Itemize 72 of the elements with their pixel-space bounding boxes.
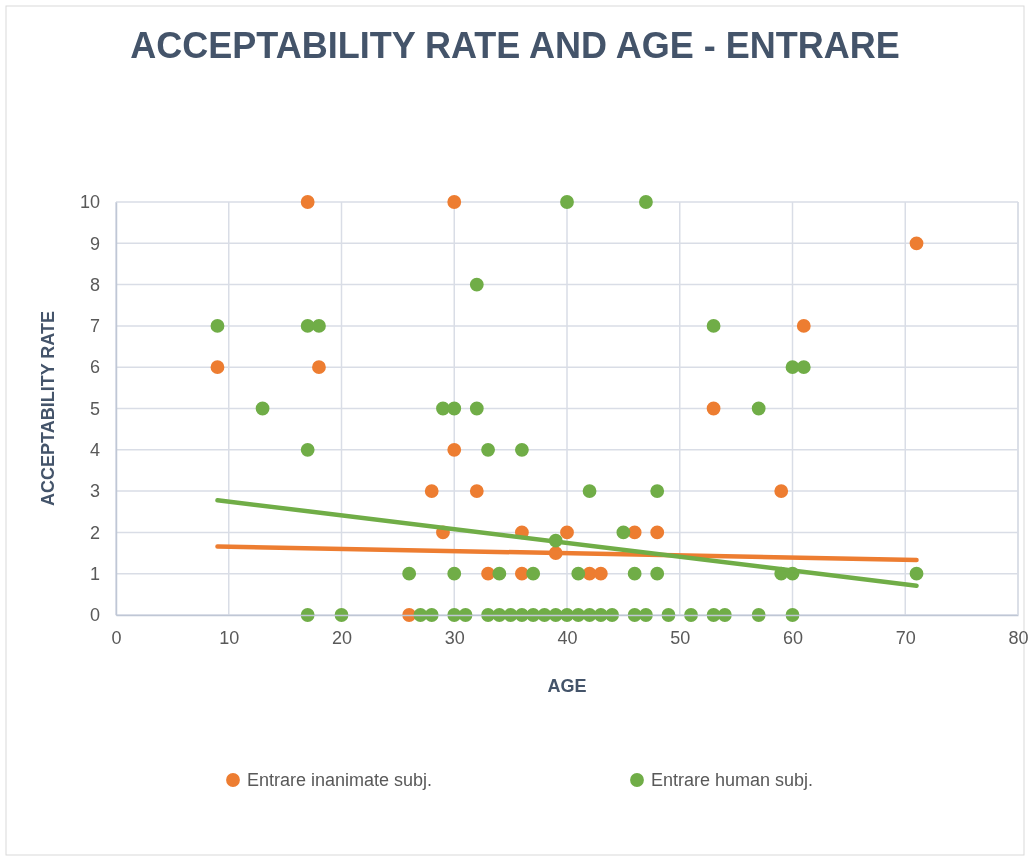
point	[650, 525, 665, 540]
point	[492, 566, 507, 581]
point	[650, 484, 665, 498]
point	[593, 566, 608, 581]
point	[796, 319, 811, 333]
x-tick-label: 30	[444, 627, 465, 648]
point	[639, 195, 653, 209]
point	[210, 319, 225, 333]
x-axis-title: AGE	[547, 676, 587, 696]
point	[334, 608, 349, 622]
x-tick-label: 70	[895, 627, 916, 648]
point	[706, 401, 721, 416]
point	[774, 484, 789, 498]
y-tick-label: 7	[89, 316, 100, 337]
x-tick-label: 80	[1008, 627, 1029, 648]
point	[481, 566, 495, 581]
point	[447, 195, 462, 209]
point	[514, 442, 529, 457]
point	[447, 442, 462, 457]
point	[210, 360, 225, 375]
point	[312, 319, 326, 333]
point	[627, 566, 642, 581]
point	[469, 277, 484, 292]
y-tick-label: 8	[89, 274, 100, 295]
point	[402, 566, 417, 581]
legend-label: Entrare inanimate subj.	[247, 770, 433, 790]
x-tick-label: 20	[331, 627, 353, 648]
y-tick-label: 6	[89, 357, 100, 378]
point	[526, 566, 541, 581]
y-tick-label: 2	[89, 522, 100, 543]
point	[909, 236, 924, 251]
point	[785, 608, 800, 622]
point	[300, 442, 315, 457]
y-tick-label: 9	[89, 233, 100, 254]
x-tick-label: 60	[782, 627, 804, 648]
point	[605, 608, 620, 622]
point	[560, 525, 574, 540]
point	[255, 401, 270, 416]
point	[560, 195, 574, 209]
y-tick-label: 5	[89, 398, 100, 419]
legend-label: Entrare human subj.	[651, 770, 814, 790]
point	[751, 401, 766, 416]
point	[469, 401, 484, 416]
point	[312, 360, 326, 375]
y-tick-label: 1	[89, 563, 100, 584]
point	[571, 566, 586, 581]
point	[436, 401, 450, 416]
point	[909, 566, 924, 581]
point	[447, 401, 462, 416]
point	[424, 608, 439, 622]
y-tick-label: 4	[89, 440, 100, 461]
x-tick-label: 40	[557, 627, 578, 648]
point	[796, 360, 811, 375]
point	[447, 566, 462, 581]
x-tick-label: 10	[219, 627, 240, 648]
point	[481, 442, 495, 457]
point	[469, 484, 484, 498]
point	[616, 525, 631, 540]
point	[300, 195, 315, 209]
x-tick-label: 50	[670, 627, 691, 648]
chart-title: ACCEPTABILITY RATE AND AGE - ENTRARE	[130, 25, 900, 66]
y-tick-label: 3	[89, 481, 100, 502]
point	[582, 484, 597, 498]
point	[650, 566, 665, 581]
point	[424, 484, 439, 498]
point	[639, 608, 653, 622]
y-axis-title: ACCEPTABILITY RATE	[38, 310, 58, 507]
point	[661, 608, 676, 622]
y-tick-label: 0	[89, 605, 100, 626]
y-tick-label: 10	[79, 192, 100, 213]
point	[706, 319, 721, 333]
x-tick-label: 0	[111, 627, 122, 648]
